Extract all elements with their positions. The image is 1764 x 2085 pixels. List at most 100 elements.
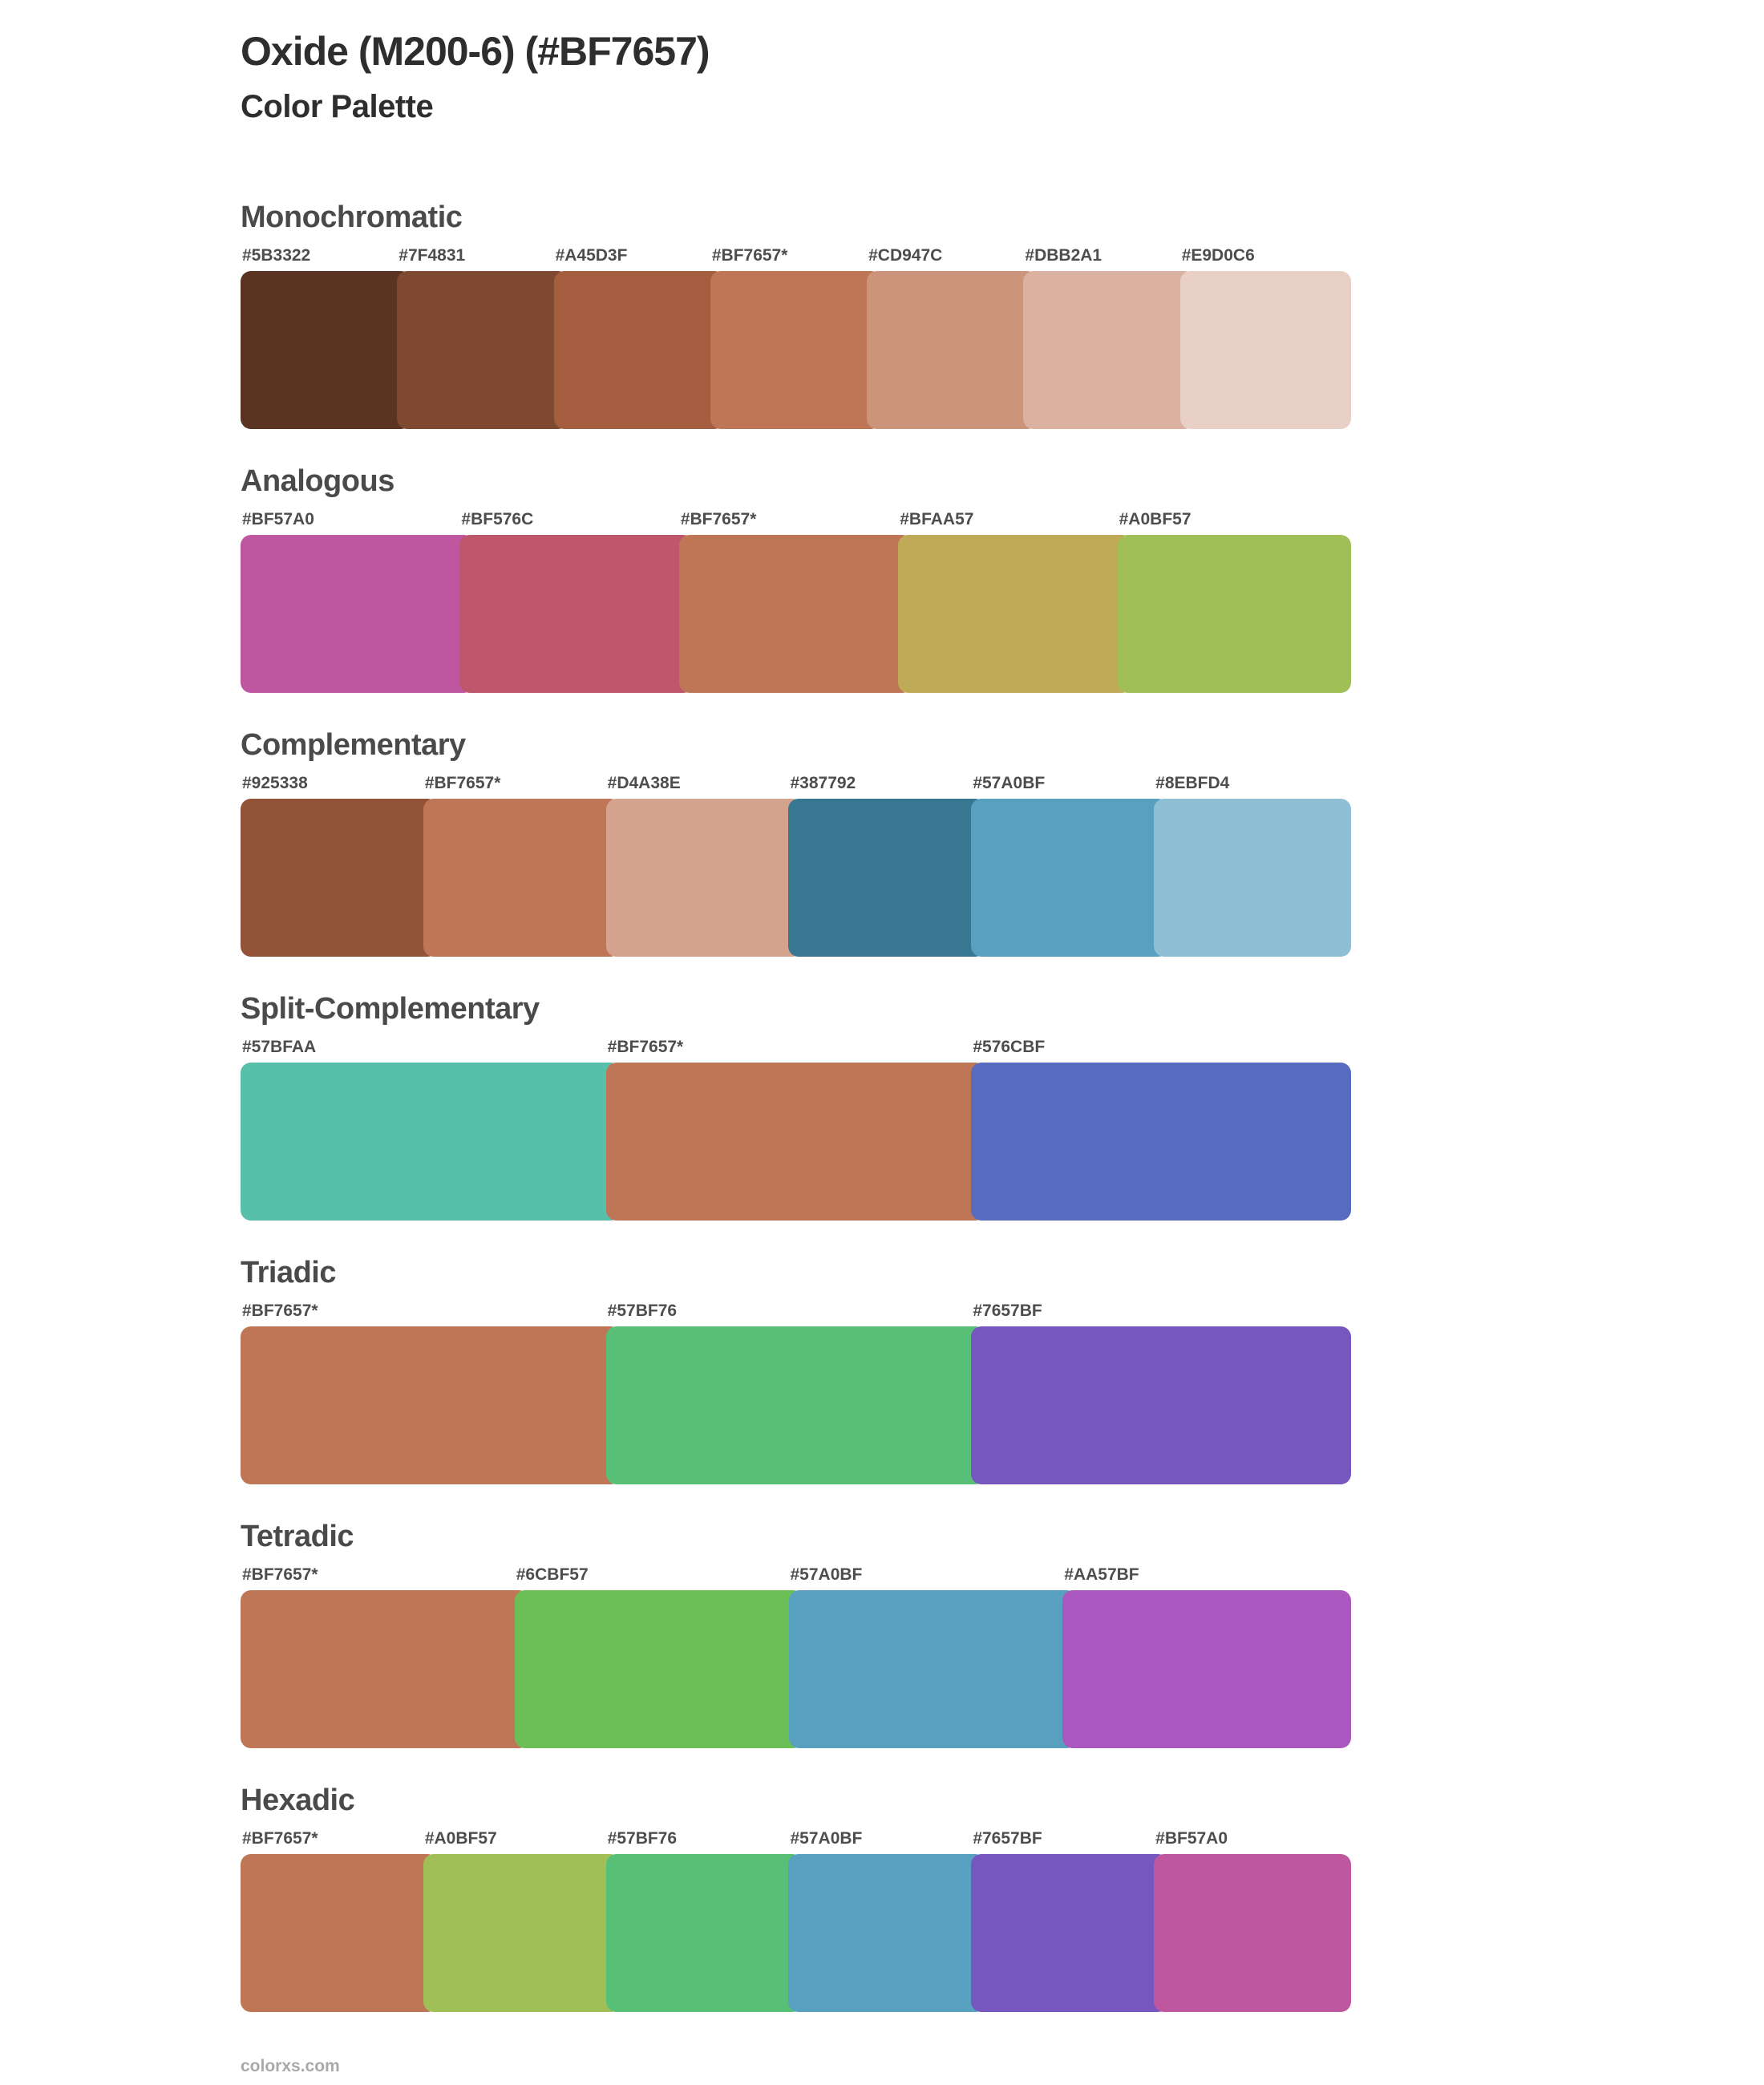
color-swatch[interactable] bbox=[788, 798, 986, 957]
swatch-cell: #A0BF57 bbox=[423, 1828, 621, 2012]
color-swatch[interactable] bbox=[867, 270, 1038, 429]
color-swatch[interactable] bbox=[788, 1853, 986, 2012]
swatch-cell: #BF7657* bbox=[241, 1565, 529, 1748]
swatch-cell: #57A0BF bbox=[971, 773, 1169, 957]
swatch-cell: #925338 bbox=[241, 773, 438, 957]
swatch-hex-label: #7F4831 bbox=[399, 245, 466, 265]
color-swatch[interactable] bbox=[1154, 1853, 1351, 2012]
swatch-cell: #BF7657* bbox=[423, 773, 621, 957]
swatch-cell: #A45D3F bbox=[553, 245, 725, 429]
swatch-cell: #576CBF bbox=[971, 1037, 1352, 1221]
swatch-hex-label: #BF7657* bbox=[680, 509, 757, 528]
color-swatch[interactable] bbox=[710, 270, 882, 429]
swatch-hex-label: #387792 bbox=[790, 773, 856, 792]
swatch-hex-label: #BF576C bbox=[461, 509, 534, 528]
swatch-row: #BF7657* #57BF76 #7657BF bbox=[241, 1301, 1352, 1484]
color-swatch[interactable] bbox=[971, 798, 1169, 957]
swatch-cell: #57A0BF bbox=[788, 1565, 1078, 1748]
swatch-cell: #BF7657* bbox=[241, 1301, 621, 1484]
color-swatch[interactable] bbox=[1179, 270, 1351, 429]
color-swatch[interactable] bbox=[605, 1326, 986, 1484]
swatch-cell: #BF7657* bbox=[241, 1828, 438, 2012]
palette-section-triadic: Triadic #BF7657* #57BF76 #7657BF bbox=[241, 1254, 1352, 1484]
swatch-hex-label: #CD947C bbox=[868, 245, 943, 265]
swatch-hex-label: #BF7657* bbox=[711, 245, 788, 265]
swatch-row: #BF7657* #6CBF57 #57A0BF #AA57BF bbox=[241, 1565, 1351, 1748]
color-swatch[interactable] bbox=[1117, 534, 1352, 693]
color-swatch[interactable] bbox=[553, 270, 725, 429]
swatch-hex-label: #BFAA57 bbox=[900, 509, 974, 528]
color-swatch[interactable] bbox=[241, 270, 412, 429]
color-swatch[interactable] bbox=[241, 1589, 529, 1748]
swatch-cell: #BF7657* bbox=[605, 1037, 986, 1221]
swatch-hex-label: #57BF76 bbox=[607, 1828, 678, 1848]
color-swatch[interactable] bbox=[898, 534, 1132, 693]
swatch-hex-label: #57A0BF bbox=[790, 1828, 863, 1848]
page-title: Oxide (M200-6) (#BF7657) bbox=[241, 29, 710, 74]
swatch-cell: #D4A38E bbox=[605, 773, 803, 957]
swatch-cell: #BFAA57 bbox=[898, 509, 1132, 693]
color-swatch[interactable] bbox=[605, 1853, 803, 2012]
color-swatch[interactable] bbox=[1023, 270, 1195, 429]
section-heading: Hexadic bbox=[241, 1783, 355, 1817]
swatch-row: #925338 #BF7657* #D4A38E #387792 #57A0BF #8EB… bbox=[241, 773, 1351, 957]
swatch-cell: #387792 bbox=[788, 773, 986, 957]
color-swatch[interactable] bbox=[971, 1062, 1352, 1221]
section-heading: Split-Complementary bbox=[241, 991, 540, 1026]
swatch-hex-label: #DBB2A1 bbox=[1025, 245, 1102, 265]
palette-section-analogous: Analogous #BF57A0 #BF576C #BF7657* #BFAA57 #A… bbox=[241, 463, 1352, 693]
swatch-cell: #57BF76 bbox=[605, 1301, 986, 1484]
color-swatch[interactable] bbox=[788, 1589, 1078, 1748]
color-swatch[interactable] bbox=[1062, 1589, 1351, 1748]
swatch-hex-label: #57BF76 bbox=[607, 1301, 678, 1320]
swatch-cell: #BF57A0 bbox=[241, 509, 475, 693]
color-swatch[interactable] bbox=[678, 534, 913, 693]
color-swatch[interactable] bbox=[241, 1326, 621, 1484]
section-heading: Complementary bbox=[241, 727, 466, 762]
section-heading: Triadic bbox=[241, 1255, 337, 1289]
color-swatch[interactable] bbox=[423, 798, 621, 957]
swatch-cell: #AA57BF bbox=[1062, 1565, 1351, 1748]
color-swatch[interactable] bbox=[397, 270, 568, 429]
swatch-cell: #BF576C bbox=[459, 509, 694, 693]
page-subtitle: Color Palette bbox=[241, 88, 434, 124]
section-heading: Analogous bbox=[241, 464, 394, 498]
color-swatch[interactable] bbox=[459, 534, 694, 693]
color-swatch[interactable] bbox=[241, 1062, 621, 1221]
color-swatch[interactable] bbox=[605, 798, 803, 957]
section-heading: Monochromatic bbox=[241, 200, 463, 234]
swatch-cell: #5B3322 bbox=[241, 245, 412, 429]
swatch-row: #BF7657* #A0BF57 #57BF76 #57A0BF #7657BF #BF5… bbox=[241, 1828, 1351, 2012]
color-swatch[interactable] bbox=[423, 1853, 621, 2012]
swatch-cell: #E9D0C6 bbox=[1179, 245, 1351, 429]
swatch-hex-label: #A0BF57 bbox=[1119, 509, 1192, 528]
swatch-hex-label: #BF7657* bbox=[242, 1565, 318, 1584]
swatch-row: #5B3322 #7F4831 #A45D3F #BF7657* #CD947C #DBB… bbox=[241, 245, 1351, 429]
color-swatch[interactable] bbox=[241, 534, 475, 693]
swatch-cell: #7F4831 bbox=[397, 245, 568, 429]
palette-section-hexadic: Hexadic #BF7657* #A0BF57 #57BF76 #57A0BF #765… bbox=[241, 1782, 1351, 2012]
palette-section-tetradic: Tetradic #BF7657* #6CBF57 #57A0BF #AA57BF bbox=[241, 1518, 1351, 1748]
swatch-hex-label: #6CBF57 bbox=[516, 1565, 589, 1584]
color-swatch[interactable] bbox=[514, 1589, 803, 1748]
color-swatch[interactable] bbox=[971, 1853, 1169, 2012]
footer: colorxs.com bbox=[241, 2057, 1764, 2076]
swatch-cell: #6CBF57 bbox=[514, 1565, 803, 1748]
swatch-hex-label: #BF7657* bbox=[424, 773, 501, 792]
swatch-cell: #57BFAA bbox=[241, 1037, 621, 1221]
color-swatch[interactable] bbox=[241, 798, 438, 957]
swatch-cell: #8EBFD4 bbox=[1154, 773, 1351, 957]
color-swatch[interactable] bbox=[971, 1326, 1352, 1484]
swatch-hex-label: #A0BF57 bbox=[424, 1828, 497, 1848]
swatch-hex-label: #BF57A0 bbox=[1155, 1828, 1228, 1848]
swatch-hex-label: #57BFAA bbox=[242, 1037, 317, 1056]
color-swatch[interactable] bbox=[1154, 798, 1351, 957]
swatch-cell: #57A0BF bbox=[788, 1828, 986, 2012]
color-swatch[interactable] bbox=[241, 1853, 438, 2012]
footer-link[interactable]: colorxs.com bbox=[241, 2056, 340, 2075]
swatch-hex-label: #E9D0C6 bbox=[1181, 245, 1255, 265]
swatch-hex-label: #7657BF bbox=[973, 1301, 1042, 1320]
color-swatch[interactable] bbox=[605, 1062, 986, 1221]
swatch-hex-label: #576CBF bbox=[973, 1037, 1046, 1056]
swatch-row: #57BFAA #BF7657* #576CBF bbox=[241, 1037, 1352, 1221]
